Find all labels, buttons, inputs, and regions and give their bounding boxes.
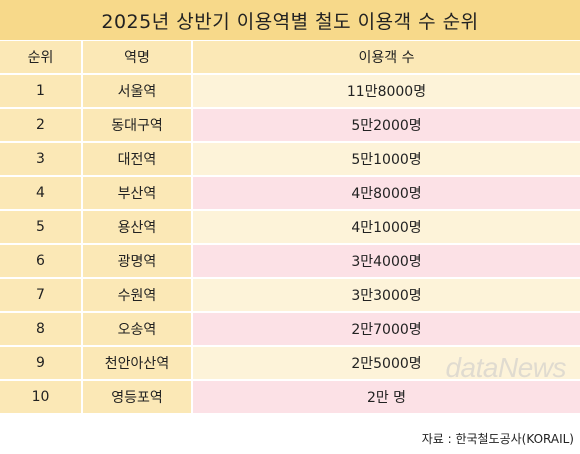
station-cell: 대전역 [82,142,193,177]
passengers-cell: 4만8000명 [192,176,580,211]
station-cell: 광명역 [82,244,193,279]
table-row: 2 동대구역 5만2000명 [0,108,580,143]
passengers-cell: 3만4000명 [192,244,580,279]
station-cell: 수원역 [82,278,193,313]
station-cell: 용산역 [82,210,193,245]
station-cell: 서울역 [82,74,193,109]
table-row: 10 영등포역 2만 명 [0,380,580,415]
rank-cell: 10 [0,380,83,415]
source-note: 자료 : 한국철도공사(KORAIL) [421,432,574,446]
page-title: 2025년 상반기 이용역별 철도 이용객 수 순위 [0,0,580,40]
station-cell: 부산역 [82,176,193,211]
ranking-table: 순위 역명 이용객 수 1 서울역 11만8000명 2 동대구역 5만2000… [0,41,580,415]
passengers-cell: 3만3000명 [192,278,580,313]
station-cell: 동대구역 [82,108,193,143]
rank-cell: 1 [0,74,83,109]
passengers-cell: 5만1000명 [192,142,580,177]
header-passengers: 이용객 수 [192,41,580,75]
passengers-cell: 11만8000명 [192,74,580,109]
passengers-cell: 2만5000명 [192,346,580,381]
passengers-cell: 2만 명 [192,380,580,415]
station-cell: 오송역 [82,312,193,347]
passengers-cell: 2만7000명 [192,312,580,347]
rank-cell: 6 [0,244,83,279]
table-row: 7 수원역 3만3000명 [0,278,580,313]
rank-cell: 3 [0,142,83,177]
table-header-row: 순위 역명 이용객 수 [0,41,580,75]
table-row: 3 대전역 5만1000명 [0,142,580,177]
rank-cell: 4 [0,176,83,211]
table-row: 4 부산역 4만8000명 [0,176,580,211]
header-station: 역명 [82,41,193,75]
station-cell: 영등포역 [82,380,193,415]
station-cell: 천안아산역 [82,346,193,381]
passengers-cell: 4만1000명 [192,210,580,245]
header-rank: 순위 [0,41,83,75]
rank-cell: 9 [0,346,83,381]
rank-cell: 8 [0,312,83,347]
table-row: 6 광명역 3만4000명 [0,244,580,279]
table-row: 8 오송역 2만7000명 [0,312,580,347]
table-row: 5 용산역 4만1000명 [0,210,580,245]
rank-cell: 2 [0,108,83,143]
rank-cell: 7 [0,278,83,313]
table-row: 1 서울역 11만8000명 [0,74,580,109]
passengers-cell: 5만2000명 [192,108,580,143]
watermark-logo: dataNews [445,352,566,383]
table-row: 9 천안아산역 2만5000명 [0,346,580,381]
rank-cell: 5 [0,210,83,245]
